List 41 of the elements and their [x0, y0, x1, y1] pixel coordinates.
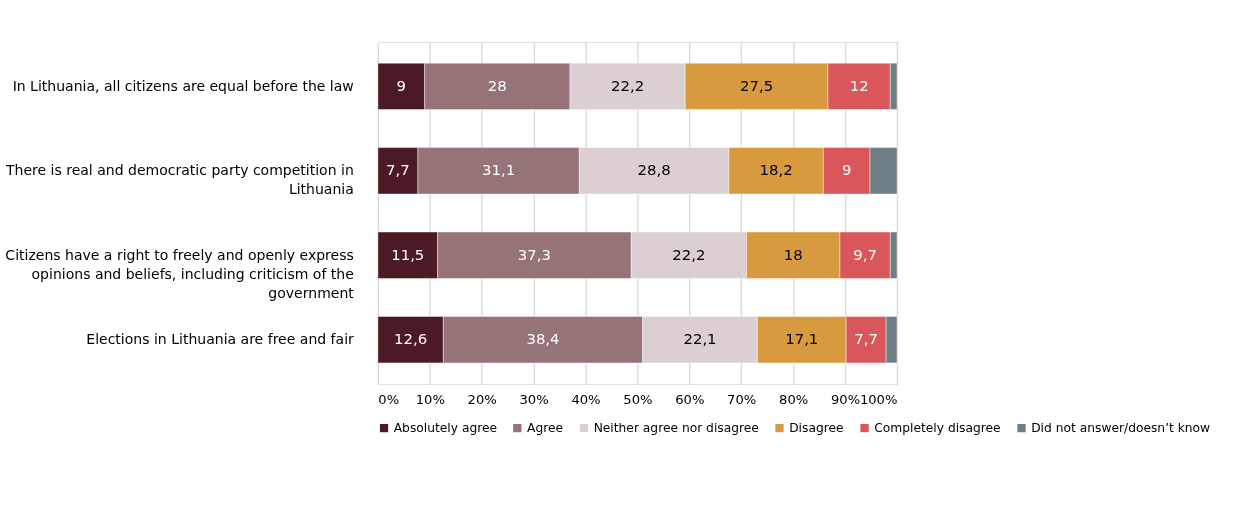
data-label: 28,8 [637, 161, 671, 180]
x-tick-label: 40% [571, 391, 601, 407]
x-tick-label: 70% [727, 391, 757, 407]
x-tick-label: 30% [519, 391, 549, 407]
data-label: 38,4 [526, 330, 560, 349]
data-label: 22,2 [611, 76, 645, 95]
data-label: 9,7 [853, 245, 877, 264]
data-label: 28 [487, 76, 507, 95]
x-tick-label: 50% [623, 391, 653, 407]
data-label: 12 [849, 76, 869, 95]
legend-label: Did not answer/doesn’t know [1031, 420, 1211, 435]
data-label: 18 [783, 245, 803, 264]
y-tick-label: In Lithuania, all citizens are equal before the law [12, 77, 354, 94]
x-tick-label: 90% [830, 391, 861, 407]
data-label: 31,1 [482, 161, 516, 180]
legend-label: Absolutely agree [393, 420, 498, 435]
data-label: 17,1 [785, 330, 819, 349]
x-tick-label: 100% [859, 391, 898, 407]
data-label: 9 [841, 161, 852, 180]
legend-label: Agree [526, 420, 564, 435]
x-tick-label: 20% [467, 391, 497, 407]
legend-label: Neither agree nor disagree [593, 420, 759, 435]
y-tick-label: There is real and democratic party competition in Lithuania [4, 162, 354, 198]
data-label: 22,1 [683, 330, 717, 349]
y-tick-label: Citizens have a right to freely and openly express opinions and beliefs, including criticism of the government [5, 246, 355, 302]
data-label: 18,2 [759, 161, 793, 180]
y-tick-label: Elections in Lithuania are free and fair [86, 331, 355, 348]
x-tick-label: 60% [675, 391, 705, 407]
legend-label: Disagree [789, 420, 844, 435]
data-label: 9 [396, 76, 407, 95]
data-label: 12,6 [394, 330, 428, 349]
data-label: 22,2 [672, 245, 706, 264]
x-tick-label: 10% [415, 391, 445, 407]
x-tick-label: 0% [378, 391, 400, 407]
data-label: 7,7 [854, 330, 878, 349]
data-label: 7,7 [386, 161, 410, 180]
x-tick-label: 80% [779, 391, 809, 407]
data-label: 27,5 [740, 76, 774, 95]
data-label: 37,3 [517, 245, 552, 264]
legend-label: Completely disagree [874, 420, 1001, 435]
data-label: 11,5 [391, 245, 425, 264]
